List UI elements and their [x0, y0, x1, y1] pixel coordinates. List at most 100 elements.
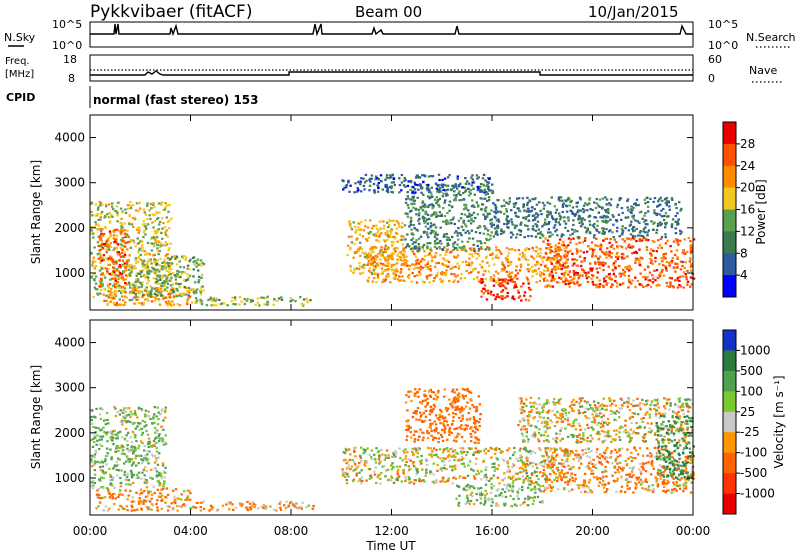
heatmap-cell [497, 272, 500, 275]
heatmap-cell [433, 256, 437, 259]
heatmap-cell [630, 238, 633, 241]
heatmap-cell [562, 280, 565, 283]
heatmap-cell [590, 247, 593, 250]
heatmap-cell [608, 252, 611, 255]
heatmap-cell [471, 255, 474, 258]
heatmap-cell [433, 480, 437, 483]
heatmap-cell [150, 468, 153, 471]
heatmap-cell [487, 292, 490, 295]
heatmap-cell [601, 197, 604, 200]
heatmap-cell [202, 263, 206, 266]
heatmap-cell [472, 187, 475, 190]
heatmap-cell [123, 462, 126, 465]
heatmap-cell [659, 272, 662, 275]
heatmap-cell [396, 477, 399, 480]
heatmap-cell [115, 290, 118, 293]
heatmap-cell [355, 267, 359, 270]
heatmap-cell [99, 429, 102, 432]
heatmap-cell [502, 264, 505, 267]
heatmap-cell [124, 274, 128, 277]
heatmap-cell [483, 241, 487, 244]
heatmap-cell [150, 295, 153, 298]
heatmap-cell [642, 285, 645, 288]
heatmap-cell [142, 265, 146, 268]
heatmap-cell [96, 434, 99, 437]
heatmap-cell [624, 216, 628, 219]
heatmap-cell [130, 458, 134, 461]
heatmap-cell [445, 250, 448, 253]
heatmap-cell [409, 188, 412, 192]
heatmap-cell [503, 222, 506, 226]
heatmap-cell [476, 469, 479, 472]
heatmap-cell [426, 266, 430, 269]
heatmap-cell [431, 207, 434, 210]
heatmap-cell [94, 416, 97, 419]
heatmap-cell [436, 469, 439, 472]
heatmap-cell [463, 186, 466, 189]
heatmap-cell [167, 210, 170, 213]
heatmap-cell [503, 472, 506, 475]
heatmap-cell [644, 212, 647, 215]
heatmap-cell [508, 197, 511, 200]
heatmap-cell [115, 234, 119, 237]
heatmap-cell [638, 211, 642, 214]
heatmap-cell [542, 235, 545, 238]
heatmap-cell [492, 278, 495, 281]
heatmap-cell [430, 214, 433, 217]
heatmap-cell [432, 397, 436, 400]
heatmap-cell [93, 225, 96, 228]
heatmap-cell [411, 197, 415, 200]
heatmap-cell [441, 451, 445, 454]
heatmap-cell [534, 264, 537, 267]
heatmap-cell [507, 252, 511, 255]
heatmap-cell [574, 213, 578, 216]
heatmap-cell [135, 209, 138, 212]
heatmap-cell [492, 279, 496, 282]
heatmap-cell [495, 219, 498, 222]
heatmap-cell [402, 184, 406, 187]
heatmap-cell [180, 498, 183, 501]
heatmap-cell [463, 213, 467, 216]
heatmap-cell [151, 455, 155, 458]
heatmap-cell [385, 449, 389, 452]
heatmap-cell [161, 464, 165, 467]
heatmap-cell [551, 268, 554, 271]
heatmap-cell [511, 277, 514, 280]
heatmap-cell [98, 443, 102, 446]
heatmap-cell [562, 202, 565, 205]
heatmap-cell [103, 288, 106, 291]
heatmap-cell [601, 227, 604, 230]
heatmap-cell [132, 452, 135, 455]
heatmap-cell [142, 231, 146, 234]
heatmap-cell [175, 295, 179, 298]
heatmap-cell [146, 263, 149, 266]
heatmap-cell [591, 267, 594, 270]
heatmap-cell [459, 182, 462, 185]
heatmap-cell [442, 235, 446, 238]
heatmap-cell [544, 264, 548, 267]
heatmap-cell [479, 189, 482, 192]
heatmap-cell [134, 284, 138, 287]
heatmap-cell [605, 209, 608, 212]
heatmap-cell [352, 478, 356, 481]
heatmap-cell [101, 408, 104, 411]
heatmap-cell [256, 507, 260, 510]
heatmap-cell [163, 481, 166, 484]
heatmap-cell [353, 242, 356, 245]
heatmap-cell [159, 290, 162, 293]
heatmap-cell [433, 242, 437, 245]
heatmap-cell [249, 508, 253, 511]
heatmap-cell [659, 237, 663, 241]
heatmap-cell [358, 462, 361, 465]
heatmap-cell [423, 221, 426, 224]
heatmap-cell [670, 197, 674, 200]
heatmap-cell [509, 261, 513, 264]
heatmap-cell [131, 499, 135, 503]
heatmap-cell [345, 449, 348, 452]
heatmap-cell [387, 478, 390, 481]
heatmap-cell [559, 218, 562, 221]
heatmap-cell [289, 297, 292, 300]
heatmap-cell [115, 460, 119, 463]
heatmap-cell [360, 248, 364, 251]
heatmap-cell [143, 420, 147, 424]
